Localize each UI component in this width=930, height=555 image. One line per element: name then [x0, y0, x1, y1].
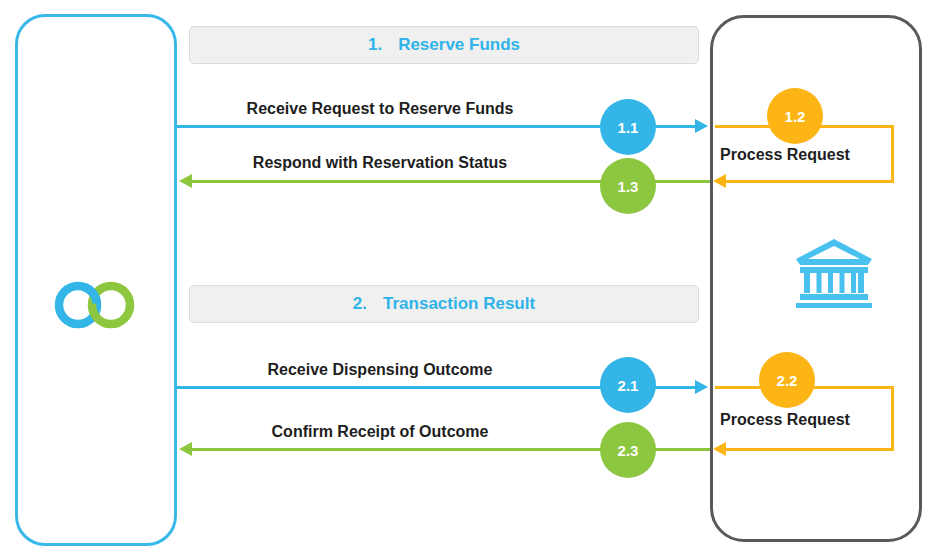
section-2-number: 2.: [353, 294, 367, 314]
section-1-title: Reserve Funds: [398, 35, 520, 55]
process-loop-bottom-1: [726, 180, 894, 183]
interlocking-rings-logo: [46, 272, 146, 338]
message-label-respond-status: Respond with Reservation Status: [168, 152, 592, 174]
message-label-confirm-receipt: Confirm Receipt of Outcome: [168, 421, 592, 443]
arrowhead-right-1-1: [695, 119, 708, 133]
process-loop-right-2: [891, 386, 894, 451]
arrowhead-left-process-1: [713, 174, 726, 188]
arrowhead-left-process-2: [713, 442, 726, 456]
process-request-label-1: Process Request: [710, 144, 860, 166]
section-2-title: Transaction Result: [383, 294, 535, 314]
interlocking-rings-logo-icon: [18, 17, 118, 83]
process-loop-right-1: [891, 125, 894, 183]
message-label-receive-request: Receive Request to Reserve Funds: [168, 98, 592, 120]
section-1-header: 1. Reserve Funds: [189, 26, 699, 64]
bank-icon: [792, 237, 876, 309]
process-loop-bottom-2: [726, 448, 894, 451]
arrowhead-left-1-3: [179, 174, 192, 188]
sequence-diagram: 1. Reserve Funds Receive Request to Rese…: [0, 0, 930, 555]
section-2-header: 2. Transaction Result: [189, 285, 699, 323]
step-badge-2-1: 2.1: [600, 357, 656, 413]
step-badge-1-1: 1.1: [600, 99, 656, 155]
arrowhead-right-2-1: [695, 380, 708, 394]
step-badge-1-3: 1.3: [600, 158, 656, 214]
arrowhead-left-2-3: [179, 442, 192, 456]
process-request-label-2: Process Request: [710, 409, 860, 431]
message-label-receive-outcome: Receive Dispensing Outcome: [168, 359, 592, 381]
section-1-number: 1.: [368, 35, 382, 55]
step-badge-2-3: 2.3: [600, 422, 656, 478]
step-badge-2-2: 2.2: [759, 352, 815, 408]
step-badge-1-2: 1.2: [767, 88, 823, 144]
